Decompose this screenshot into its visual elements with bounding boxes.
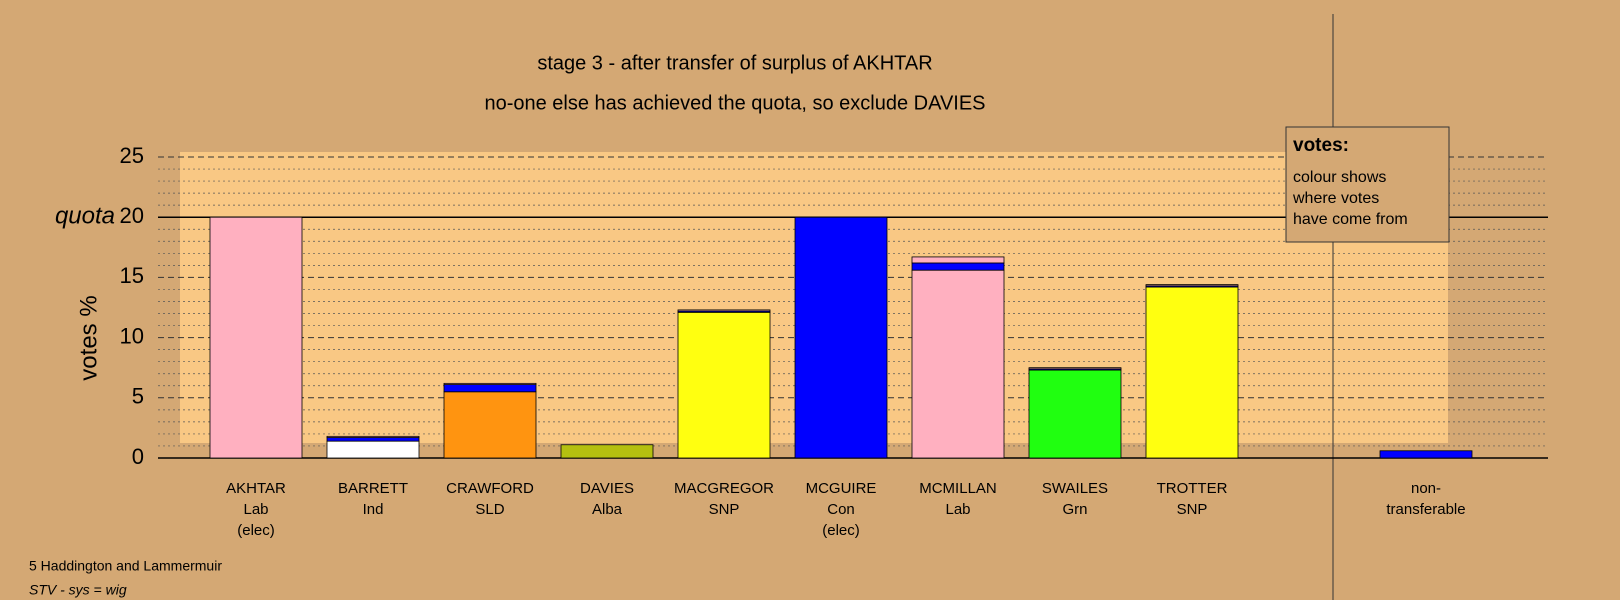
y-tick-label: 25 bbox=[120, 143, 144, 168]
x-tick-label: CRAWFORD bbox=[446, 480, 534, 497]
chart-title: stage 3 - after transfer of surplus of A… bbox=[537, 52, 932, 74]
bar-segment bbox=[443, 384, 537, 393]
y-tick-label: 15 bbox=[120, 263, 144, 288]
bar-segment bbox=[209, 216, 303, 459]
x-tick-label: Lab bbox=[945, 501, 970, 518]
y-tick-label: 20 bbox=[120, 203, 144, 228]
bar-segment bbox=[1145, 286, 1239, 459]
x-tick-label: Lab bbox=[243, 501, 268, 518]
bar-segment bbox=[1145, 284, 1239, 287]
x-tick-label: Ind bbox=[363, 501, 384, 518]
x-tick-label: BARRETT bbox=[338, 480, 408, 497]
x-tick-label: non- bbox=[1411, 480, 1441, 497]
x-tick-label: SWAILES bbox=[1042, 480, 1108, 497]
bar-segment bbox=[443, 391, 537, 459]
y-axis-label: votes % bbox=[75, 295, 102, 380]
quota-label: quota bbox=[55, 203, 115, 230]
y-tick-label: 5 bbox=[132, 384, 144, 409]
bar-segment bbox=[560, 444, 654, 459]
y-tick-label: 0 bbox=[132, 444, 144, 469]
bar-segment bbox=[911, 269, 1005, 459]
legend-title: votes: bbox=[1293, 135, 1349, 156]
bar-segment bbox=[443, 382, 537, 385]
x-tick-label: SNP bbox=[709, 501, 740, 518]
x-tick-label: AKHTAR bbox=[226, 480, 286, 497]
bar-segment bbox=[677, 309, 771, 312]
x-tick-label: Con bbox=[827, 501, 855, 518]
x-tick-label: MCMILLAN bbox=[919, 480, 997, 497]
x-tick-label: (elec) bbox=[237, 522, 275, 539]
bar-segment bbox=[911, 256, 1005, 264]
y-tick-label: 10 bbox=[120, 323, 144, 348]
footer: 5 Haddington and Lammermuir bbox=[29, 558, 222, 574]
x-tick-label: Grn bbox=[1062, 501, 1087, 518]
x-tick-label: Alba bbox=[592, 501, 623, 518]
legend-text: where votes bbox=[1292, 190, 1379, 207]
x-tick-label: SNP bbox=[1177, 501, 1208, 518]
bar-segment bbox=[1379, 450, 1473, 459]
bar-segment bbox=[326, 440, 420, 459]
legend-box bbox=[1285, 126, 1450, 243]
chart-subtitle: no-one else has achieved the quota, so e… bbox=[484, 92, 985, 114]
bar-segment bbox=[677, 311, 771, 459]
legend-text: colour shows bbox=[1293, 169, 1386, 186]
x-tick-label: DAVIES bbox=[580, 480, 634, 497]
x-tick-label: TROTTER bbox=[1157, 480, 1228, 497]
bar-segment bbox=[911, 262, 1005, 271]
bar-segment bbox=[326, 437, 420, 442]
bar-segment bbox=[1028, 367, 1122, 370]
bar-segment bbox=[1028, 369, 1122, 459]
x-tick-label: MCGUIRE bbox=[806, 480, 877, 497]
legend-text: have come from bbox=[1293, 211, 1408, 228]
x-tick-label: transferable bbox=[1386, 501, 1465, 518]
bar-segment bbox=[326, 435, 420, 438]
x-tick-label: MACGREGOR bbox=[674, 480, 774, 497]
x-tick-label: (elec) bbox=[822, 522, 860, 539]
footer: STV - sys = wig bbox=[29, 582, 127, 598]
x-tick-label: SLD bbox=[475, 501, 504, 518]
bar-segment bbox=[794, 216, 888, 459]
plot: 0 5 10 15 20 25 quota AKHTAR Lab (elec) BARRETT Ind… bbox=[55, 143, 1548, 539]
